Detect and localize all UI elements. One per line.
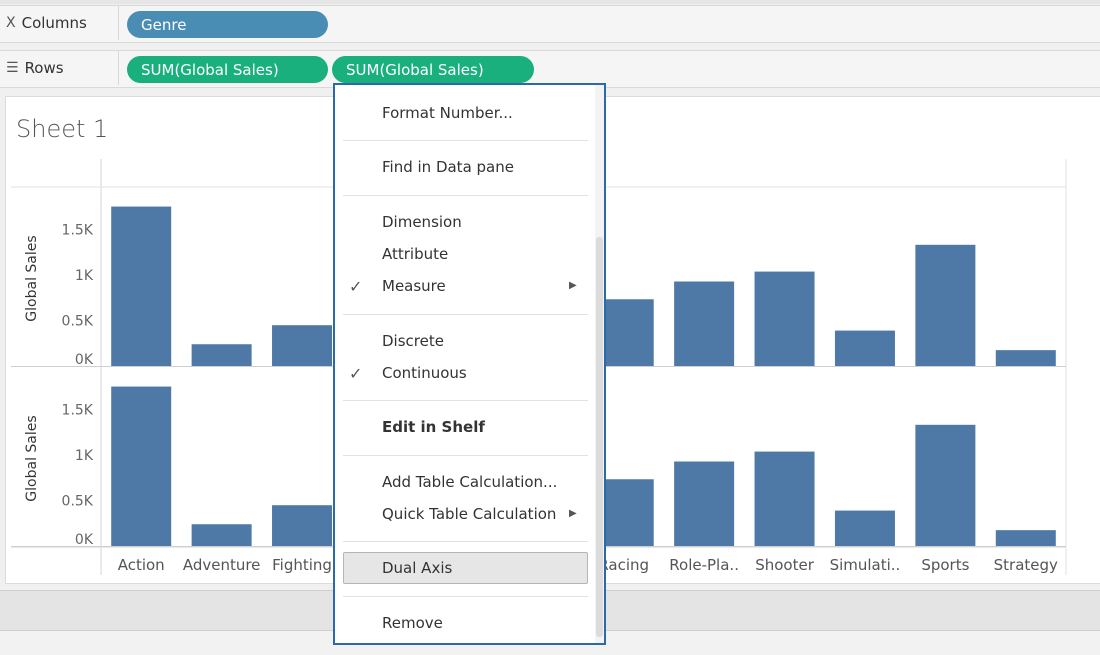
sheet-title: Sheet 1 [16,115,109,143]
bar-shooter [754,271,815,366]
y-tick-label: 1K [75,268,94,284]
columns-label-text: Columns [21,14,87,32]
columns-icon: Ⅹ [6,15,16,31]
menu-item-dual-axis[interactable]: Dual Axis [382,559,453,577]
y-axis-label: Global Sales [24,415,40,501]
x-tick-label: Action [118,556,165,574]
y-tick-label: 1.5K [62,222,94,238]
y-tick-label: 0K [75,352,94,368]
menu-item-find-in-data-pane[interactable]: Find in Data pane [382,158,514,176]
bar-simulati [834,330,895,366]
pill-sum-global-sales-2[interactable]: SUM(Global Sales) [332,56,534,83]
y-tick-label: 1K [75,448,94,464]
menu-item-measure[interactable]: Measure [382,277,446,295]
check-icon: ✓ [349,277,363,296]
x-tick-label: Adventure [183,556,261,574]
bar-role-pla [674,461,735,546]
menu-divider [343,140,588,141]
rows-shelf-label: ☰ Rows [6,51,119,85]
menu-divider [343,400,588,401]
menu-item-add-table-calculation[interactable]: Add Table Calculation... [382,473,558,491]
menu-item-discrete[interactable]: Discrete [382,332,444,350]
rows-icon: ☰ [6,60,19,76]
bar-action [111,206,172,366]
y-tick-label: 0.5K [62,313,94,329]
bar-adventure [191,344,252,366]
x-tick-label: Sports [921,556,969,574]
pill-sum-global-sales-1[interactable]: SUM(Global Sales) [127,56,328,83]
x-tick-label: Strategy [994,556,1058,574]
x-tick-label: Shooter [755,556,814,574]
menu-item-continuous[interactable]: Continuous [382,364,467,382]
columns-shelf[interactable]: Ⅹ Columns Genre [0,5,1100,43]
check-icon: ✓ [349,364,363,383]
menu-divider [343,541,588,542]
bar-adventure [191,524,252,546]
x-tick-label: Simulati.. [830,556,901,574]
submenu-arrow-icon: ▶ [569,508,577,519]
rows-label-text: Rows [24,59,64,77]
x-tick-label: Racing [598,556,649,574]
pill-label: SUM(Global Sales) [141,60,279,79]
submenu-arrow-icon: ▶ [569,280,577,291]
menu-item-quick-table-calculation[interactable]: Quick Table Calculation [382,505,557,523]
top-toolbar-strip [0,0,1100,4]
bar-sports [915,244,976,366]
y-tick-label: 0.5K [62,493,94,509]
bar-fighting [272,505,333,546]
bar-fighting [272,325,333,366]
menu-item-attribute[interactable]: Attribute [382,245,449,263]
menu-divider [343,455,588,456]
menu-item-dimension[interactable]: Dimension [382,213,462,231]
menu-item-highlight [343,552,588,584]
menu-divider [343,195,588,196]
menu-divider [343,314,588,315]
rows-shelf[interactable]: ☰ Rows SUM(Global Sales) SUM(Global Sale… [0,50,1100,88]
y-axis-label: Global Sales [24,235,40,321]
context-menu: Format Number... Find in Data pane Dimen… [333,83,606,645]
bar-strategy [995,350,1056,366]
pill-genre[interactable]: Genre [127,11,328,38]
bar-simulati [834,510,895,546]
x-tick-label: Fighting [272,556,332,574]
columns-shelf-label: Ⅹ Columns [6,6,119,40]
x-tick-label: Role-Pla.. [669,556,739,574]
bar-action [111,386,172,546]
menu-item-format-number[interactable]: Format Number... [382,104,513,122]
menu-divider [343,596,588,597]
menu-item-remove[interactable]: Remove [382,614,443,632]
menu-scrollbar[interactable] [596,237,603,637]
bar-shooter [754,451,815,546]
y-tick-label: 0K [75,532,94,548]
pill-genre-label: Genre [141,15,187,34]
bar-role-pla [674,281,735,366]
menu-item-edit-in-shelf[interactable]: Edit in Shelf [382,418,485,436]
bar-sports [915,424,976,546]
pill-label: SUM(Global Sales) [346,60,484,79]
bar-strategy [995,530,1056,546]
y-tick-label: 1.5K [62,402,94,418]
